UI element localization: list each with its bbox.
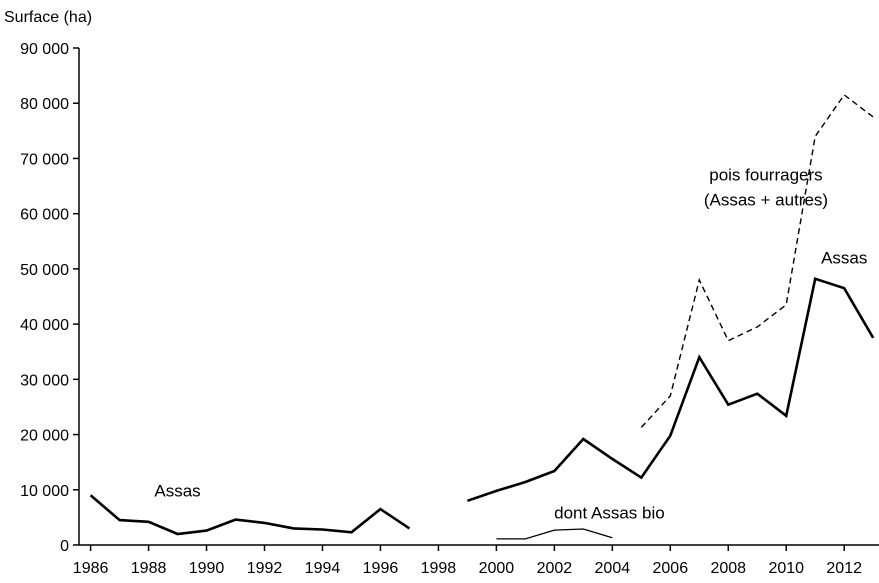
x-tick-label: 2008 [710,560,746,577]
y-tick-label: 90 000 [20,41,69,58]
x-ticks: 1986 1988 1990 1992 1994 1996 1998 2000 2002 2004… [73,545,862,577]
axes [78,48,879,546]
y-tick-label: 50 000 [20,262,69,279]
x-tick-label: 1998 [421,560,457,577]
y-tick-label: 70 000 [20,151,69,168]
y-tick-label: 10 000 [20,483,69,500]
series-line-2-segment-1 [640,93,874,428]
y-tick-label: 0 [60,538,69,555]
x-tick-label: 1994 [305,560,341,577]
series-line-3-segment-1 [496,528,613,540]
annotation-label: (Assas + autres) [704,190,828,209]
y-tick-label: 30 000 [20,372,69,389]
x-tick-label: 2012 [826,560,862,577]
annotation-label: dont Assas bio [554,503,665,522]
x-tick-label: 2004 [595,560,631,577]
x-tick-label: 2010 [768,560,804,577]
x-tick-label: 1986 [73,560,109,577]
x-tick-label: 1990 [189,560,225,577]
y-tick-label: 40 000 [20,317,69,334]
annotation-label: Assas [821,248,867,267]
x-tick-label: 1988 [131,560,167,577]
x-tick-label: 1996 [363,560,399,577]
annotation-label: pois fourragers [709,166,822,185]
x-tick-label: 2000 [479,560,515,577]
y-tick-label: 60 000 [20,207,69,224]
series-line-1-segment-2 [466,277,875,503]
x-tick-label: 2002 [537,560,573,577]
series-lines [89,93,875,540]
annotation-label: Assas [154,481,200,500]
series-line-1-segment-1 [89,494,411,536]
y-ticks: 0 10 000 20 000 30 000 40 000 50 000 60 000 70 … [20,41,79,555]
x-tick-label: 1992 [247,560,283,577]
y-tick-label: 20 000 [20,428,69,445]
y-tick-label: 80 000 [20,96,69,113]
annotations: Assas pois fourragers (Assas + autres) Assa… [154,166,867,523]
x-tick-label: 2006 [653,560,689,577]
y-axis-label: Surface (ha) [4,9,92,26]
